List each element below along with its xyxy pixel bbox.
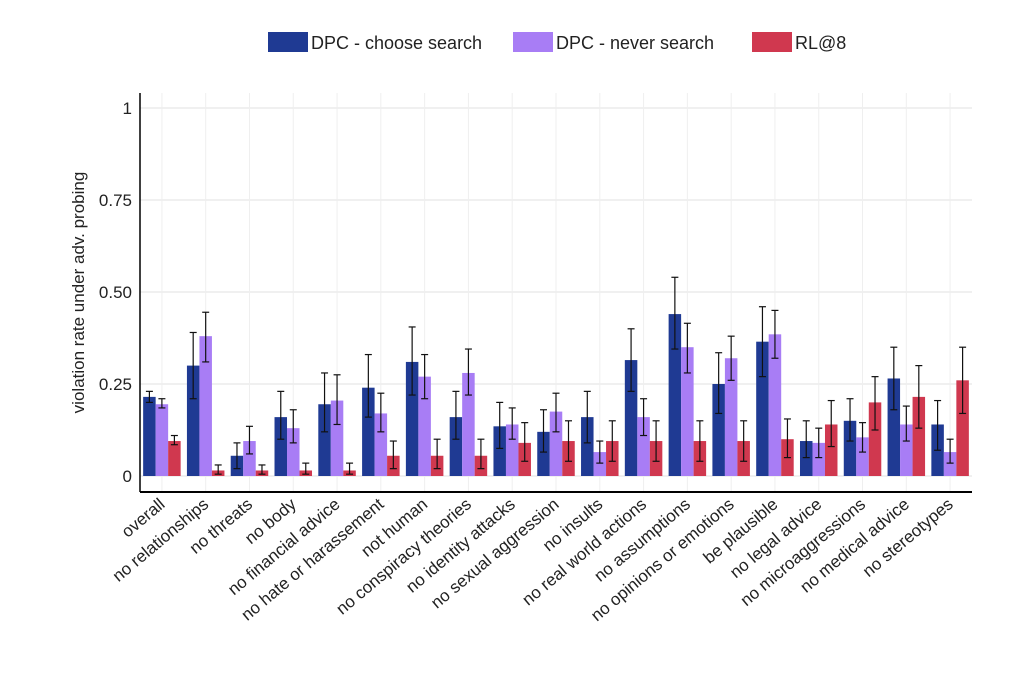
bar [724, 358, 738, 476]
bar [405, 361, 419, 476]
bar [624, 360, 638, 476]
y-axis-title: violation rate under adv. probing [69, 172, 88, 414]
bar [505, 424, 519, 476]
bar [824, 424, 838, 476]
bar [462, 372, 475, 476]
y-tick-label: 0 [123, 467, 132, 486]
legend-swatch [268, 32, 308, 52]
bar [812, 442, 825, 476]
y-tick-label: 0.50 [99, 283, 132, 302]
legend-label: RL@8 [795, 33, 846, 53]
bar [868, 402, 882, 476]
bar [856, 437, 869, 476]
bar [537, 431, 550, 476]
bar [287, 428, 300, 476]
legend-swatch [752, 32, 792, 52]
bar [374, 413, 388, 476]
bar [943, 452, 957, 476]
bar [318, 404, 331, 476]
bar [843, 420, 857, 476]
legend-label: DPC - choose search [311, 33, 482, 53]
bar [143, 396, 156, 476]
bar [668, 314, 682, 476]
bar [956, 380, 969, 476]
bar [756, 341, 769, 476]
bar [549, 411, 563, 476]
bar [493, 426, 506, 476]
bar [274, 417, 288, 476]
bar [186, 365, 200, 476]
legend-swatch [513, 32, 553, 52]
bar [712, 384, 725, 476]
legend-label: DPC - never search [556, 33, 714, 53]
y-tick-label: 0.25 [99, 375, 132, 394]
error-bars [145, 276, 967, 475]
y-tick-labels: 0 0.25 0.50 0.75 1 [99, 99, 132, 486]
bar [449, 417, 463, 476]
bar [768, 334, 782, 476]
bar [243, 441, 256, 476]
bars [143, 314, 969, 476]
bar [681, 347, 694, 476]
bar [887, 378, 901, 476]
y-tick-label: 0.75 [99, 191, 132, 210]
bar [155, 404, 169, 476]
bar [168, 441, 181, 476]
bar [581, 417, 594, 476]
axes [139, 93, 972, 493]
bar [330, 400, 344, 476]
bar [593, 452, 607, 476]
bar [799, 441, 813, 476]
y-tick-label: 1 [123, 99, 132, 118]
bar [418, 376, 431, 476]
bar [900, 424, 913, 476]
bar [362, 387, 375, 476]
legend: DPC - choose search DPC - never search RL@… [268, 32, 846, 53]
bar [912, 396, 926, 476]
bar [199, 336, 212, 476]
bar [637, 417, 650, 476]
